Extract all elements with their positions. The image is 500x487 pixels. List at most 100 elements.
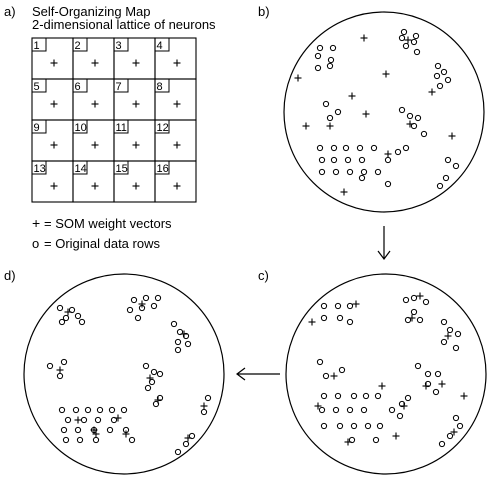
neuron-weight-mark: [50, 141, 58, 149]
neuron-number: 2: [75, 40, 81, 52]
data-row-mark: [444, 156, 452, 164]
data-row-mark: [356, 144, 364, 152]
neuron-cell: 4: [154, 37, 197, 80]
panel-b-letter: b): [258, 4, 270, 19]
data-row-mark: [440, 338, 448, 346]
neuron-weight-mark: [132, 59, 140, 67]
data-row-mark: [170, 320, 178, 328]
panel-b-data-space: [283, 11, 485, 213]
neuron-number: 7: [116, 81, 122, 93]
som-weight-mark: [302, 122, 310, 130]
som-weight-mark: [294, 74, 302, 82]
data-row-mark: [326, 114, 334, 122]
neuron-number-box: [31, 37, 47, 52]
data-row-mark: [362, 392, 370, 400]
neuron-number: 12: [157, 122, 169, 134]
som-weight-mark: [384, 150, 392, 158]
data-row-mark: [174, 346, 182, 354]
neuron-cell-border: [154, 160, 197, 203]
neuron-weight-mark: [50, 182, 58, 190]
data-row-mark: [436, 182, 444, 190]
data-row-mark: [74, 426, 82, 434]
panel-a-title: Self-Organizing Map: [32, 4, 151, 19]
data-row-mark: [74, 312, 82, 320]
neuron-number-box: [113, 160, 129, 175]
data-row-mark: [176, 328, 184, 336]
data-row-mark: [456, 422, 464, 430]
data-row-mark: [320, 314, 328, 322]
panel-d-marks: [46, 294, 212, 456]
data-row-mark: [204, 394, 212, 402]
data-row-mark: [432, 388, 440, 396]
neuron-weight-mark: [91, 59, 99, 67]
data-row-mark: [332, 406, 340, 414]
som-weight-mark: [154, 396, 162, 404]
data-row-mark: [402, 42, 410, 50]
neuron-cell: 13: [31, 160, 74, 203]
legend-weight-text: = SOM weight vectors: [44, 216, 172, 231]
som-weight-mark: [400, 402, 408, 410]
data-row-mark: [156, 394, 164, 402]
data-row-mark: [452, 414, 460, 422]
legend-weight-symbol: +: [32, 215, 40, 231]
data-row-mark: [320, 422, 328, 430]
neuron-weight-mark: [173, 182, 181, 190]
data-row-mark: [154, 294, 162, 302]
neuron-number-box: [154, 119, 170, 134]
data-row-mark: [452, 344, 460, 352]
data-row-mark: [56, 304, 64, 312]
neuron-weight-mark: [173, 100, 181, 108]
data-row-mark: [346, 302, 354, 310]
som-weight-mark: [352, 300, 360, 308]
data-row-mark: [374, 392, 382, 400]
panel-c: c): [258, 268, 487, 475]
data-row-mark: [440, 318, 448, 326]
data-row-mark: [376, 422, 384, 430]
data-row-mark: [80, 416, 88, 424]
neuron-number: 14: [75, 163, 87, 175]
data-row-mark: [414, 114, 422, 122]
data-row-mark: [433, 72, 441, 80]
som-weight-mark: [408, 314, 416, 322]
som-weight-mark: [448, 132, 456, 140]
panel-c-marks: [308, 292, 468, 448]
data-row-mark: [110, 416, 118, 424]
neuron-number-box: [72, 119, 88, 134]
data-row-mark: [182, 332, 190, 340]
data-row-mark: [130, 296, 138, 304]
data-row-mark: [184, 340, 192, 348]
panel-b: b): [258, 4, 485, 213]
data-row-mark: [200, 408, 208, 416]
data-row-mark: [174, 448, 182, 456]
som-weight-mark: [362, 110, 370, 118]
data-row-mark: [46, 362, 54, 370]
som-weight-mark: [382, 70, 390, 78]
neuron-weight-mark: [91, 100, 99, 108]
data-row-mark: [134, 314, 142, 322]
data-row-mark: [398, 106, 406, 114]
neuron-number: 6: [75, 81, 81, 93]
data-row-mark: [188, 432, 196, 440]
data-row-mark: [384, 180, 392, 188]
data-row-mark: [330, 144, 338, 152]
neuron-number: 15: [116, 163, 128, 175]
data-row-mark: [394, 148, 402, 156]
neuron-number: 3: [116, 40, 122, 52]
neuron-cell: 7: [113, 78, 156, 121]
panel-c-data-space: [285, 273, 487, 475]
som-weight-mark: [416, 292, 424, 300]
neuron-weight-mark: [50, 100, 58, 108]
data-row-mark: [334, 302, 342, 310]
neuron-number-box: [72, 160, 88, 175]
neuron-number-box: [113, 119, 129, 134]
data-row-mark: [148, 378, 156, 386]
panel-b-marks: [294, 28, 460, 196]
data-row-mark: [76, 436, 84, 444]
data-row-mark: [126, 306, 134, 314]
data-row-mark: [152, 400, 160, 408]
neuron-number-box: [113, 78, 129, 93]
data-row-mark: [410, 38, 418, 46]
data-row-mark: [346, 318, 354, 326]
data-row-mark: [338, 366, 346, 374]
